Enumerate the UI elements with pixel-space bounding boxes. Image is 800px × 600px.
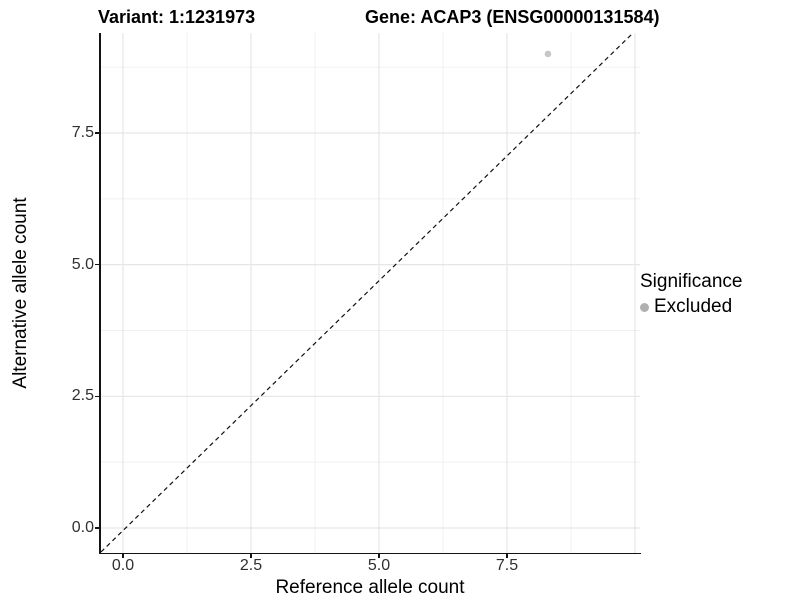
x-tick-label: 0.0 <box>111 557 135 574</box>
y-tick-label: 7.5 <box>71 123 94 141</box>
legend: Significance Excluded <box>640 271 742 318</box>
x-tick-mark <box>122 554 124 558</box>
legend-entry-label: Excluded <box>654 296 733 317</box>
variant-title: Variant: 1:1231973 <box>98 7 256 27</box>
x-tick-label: 2.5 <box>239 557 263 574</box>
y-tick-mark <box>95 132 99 134</box>
x-tick-label: 7.5 <box>495 557 519 574</box>
y-axis-title: Alternative allele count <box>10 197 31 389</box>
x-tick-mark <box>250 554 252 558</box>
y-tick-label: 2.5 <box>71 387 94 405</box>
y-axis-line <box>99 33 101 554</box>
legend-point-icon <box>640 302 649 312</box>
x-axis-line <box>99 552 641 554</box>
y-tick-mark <box>95 395 99 397</box>
x-axis-title: Reference allele count <box>275 577 465 598</box>
y-tick-mark <box>95 264 99 266</box>
x-tick-mark <box>506 554 508 558</box>
legend-entry: Excluded <box>640 296 742 318</box>
plot-panel-svg <box>100 33 640 553</box>
legend-title: Significance <box>640 271 743 292</box>
plot-panel <box>100 33 640 553</box>
x-tick-mark <box>378 554 380 558</box>
y-tick-label: 0.0 <box>71 519 94 536</box>
x-tick-label: 5.0 <box>367 557 391 574</box>
gene-title: Gene: ACAP3 (ENSG00000131584) <box>365 7 660 27</box>
identity-reference-line <box>100 33 634 553</box>
y-tick-mark <box>95 527 99 529</box>
data-point <box>544 50 552 58</box>
y-tick-label: 5.0 <box>71 255 94 273</box>
